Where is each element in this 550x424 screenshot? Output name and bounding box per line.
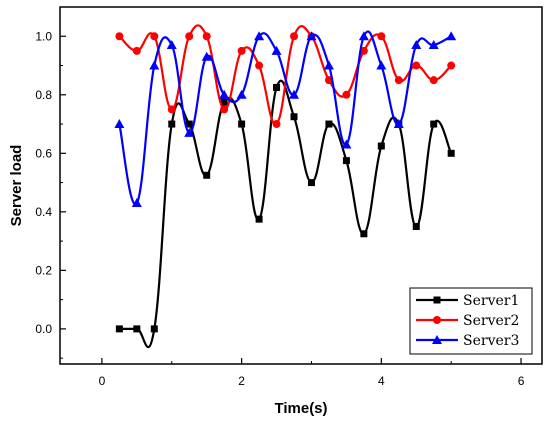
legend-label-server2: Server2 [463, 313, 519, 329]
server3-point [411, 40, 422, 50]
server2-point [394, 76, 403, 85]
y-axis-title: Server load [8, 145, 25, 227]
server2-point [290, 32, 299, 41]
server3-point [131, 198, 142, 208]
server2-point [185, 32, 194, 41]
server3-point [289, 89, 300, 99]
server2-point [412, 61, 421, 70]
server3-point [376, 60, 387, 70]
server1-point [447, 149, 455, 157]
server1-point [412, 222, 420, 230]
server3-point [219, 89, 230, 99]
server2-point [115, 32, 124, 41]
server2-series [115, 24, 456, 129]
legend-label-server3: Server3 [463, 333, 519, 349]
server1-point [430, 120, 438, 128]
x-tick-label: 2 [238, 374, 245, 388]
legend-label-server1: Server1 [463, 293, 519, 309]
server2-point [220, 105, 229, 114]
server3-point [254, 31, 265, 41]
server3-point [358, 31, 369, 41]
server1-point [168, 120, 176, 128]
server3-point [271, 45, 282, 55]
server3-point [341, 139, 352, 149]
server1-point [273, 83, 281, 91]
legend: Server1 Server2 Server3 [409, 287, 533, 355]
server2-point [237, 46, 246, 55]
server1-point [203, 171, 211, 179]
y-tick-label: 0.6 [35, 146, 52, 160]
y-tick-label: 1.0 [35, 29, 52, 43]
server1-point [115, 325, 123, 333]
server3-point [323, 60, 334, 70]
server3-point [114, 119, 125, 129]
server1-point [255, 215, 263, 223]
server1-point [220, 98, 228, 106]
x-tick-label: 6 [518, 374, 525, 388]
server3-point [428, 40, 439, 50]
series-layer [114, 24, 457, 349]
server2-point [132, 46, 141, 55]
server1-point [377, 142, 385, 150]
server3-point [149, 60, 160, 70]
server3-point [166, 40, 177, 50]
server3-series [114, 30, 457, 208]
legend-marker-server3 [432, 335, 442, 344]
server1-point [185, 120, 193, 128]
server2-point [255, 61, 264, 70]
x-axis-title: Time(s) [274, 400, 327, 417]
y-tick-label: 0.2 [35, 263, 52, 277]
y-tick-label: 0.0 [35, 322, 52, 336]
server2-point [272, 120, 281, 129]
server1-point [325, 120, 333, 128]
legend-marker-server2 [433, 316, 441, 324]
server3-point [184, 127, 195, 137]
server3-line [118, 30, 452, 206]
legend-marker-server1 [433, 296, 441, 304]
server2-point [150, 32, 159, 41]
server1-point [307, 179, 315, 187]
legend-items: Server1 Server2 Server3 [416, 293, 519, 349]
server3-point [236, 89, 247, 99]
ticks-layer: 0 2 4 6 0.0 0.2 0.4 0.6 0.8 1.0 [35, 6, 525, 388]
server2-point [167, 105, 176, 114]
y-tick-label: 0.8 [35, 88, 52, 102]
server1-point [290, 113, 298, 121]
server1-point [238, 120, 246, 128]
server2-point [202, 32, 211, 41]
plot-frame [59, 6, 543, 365]
server2-point [447, 61, 456, 70]
server3-point [201, 51, 212, 61]
server1-point [150, 325, 158, 333]
server1-series [115, 79, 455, 349]
server2-point [377, 32, 386, 41]
server2-point [342, 90, 351, 99]
server1-point [133, 325, 141, 333]
server3-point [446, 31, 457, 41]
x-tick-label: 4 [378, 374, 385, 388]
server3-point [306, 31, 317, 41]
x-tick-label: 0 [99, 374, 106, 388]
y-tick-label: 0.4 [35, 205, 52, 219]
server1-point [360, 230, 368, 238]
server2-point [429, 76, 438, 85]
server3-point [393, 119, 404, 129]
server1-point [342, 157, 350, 165]
